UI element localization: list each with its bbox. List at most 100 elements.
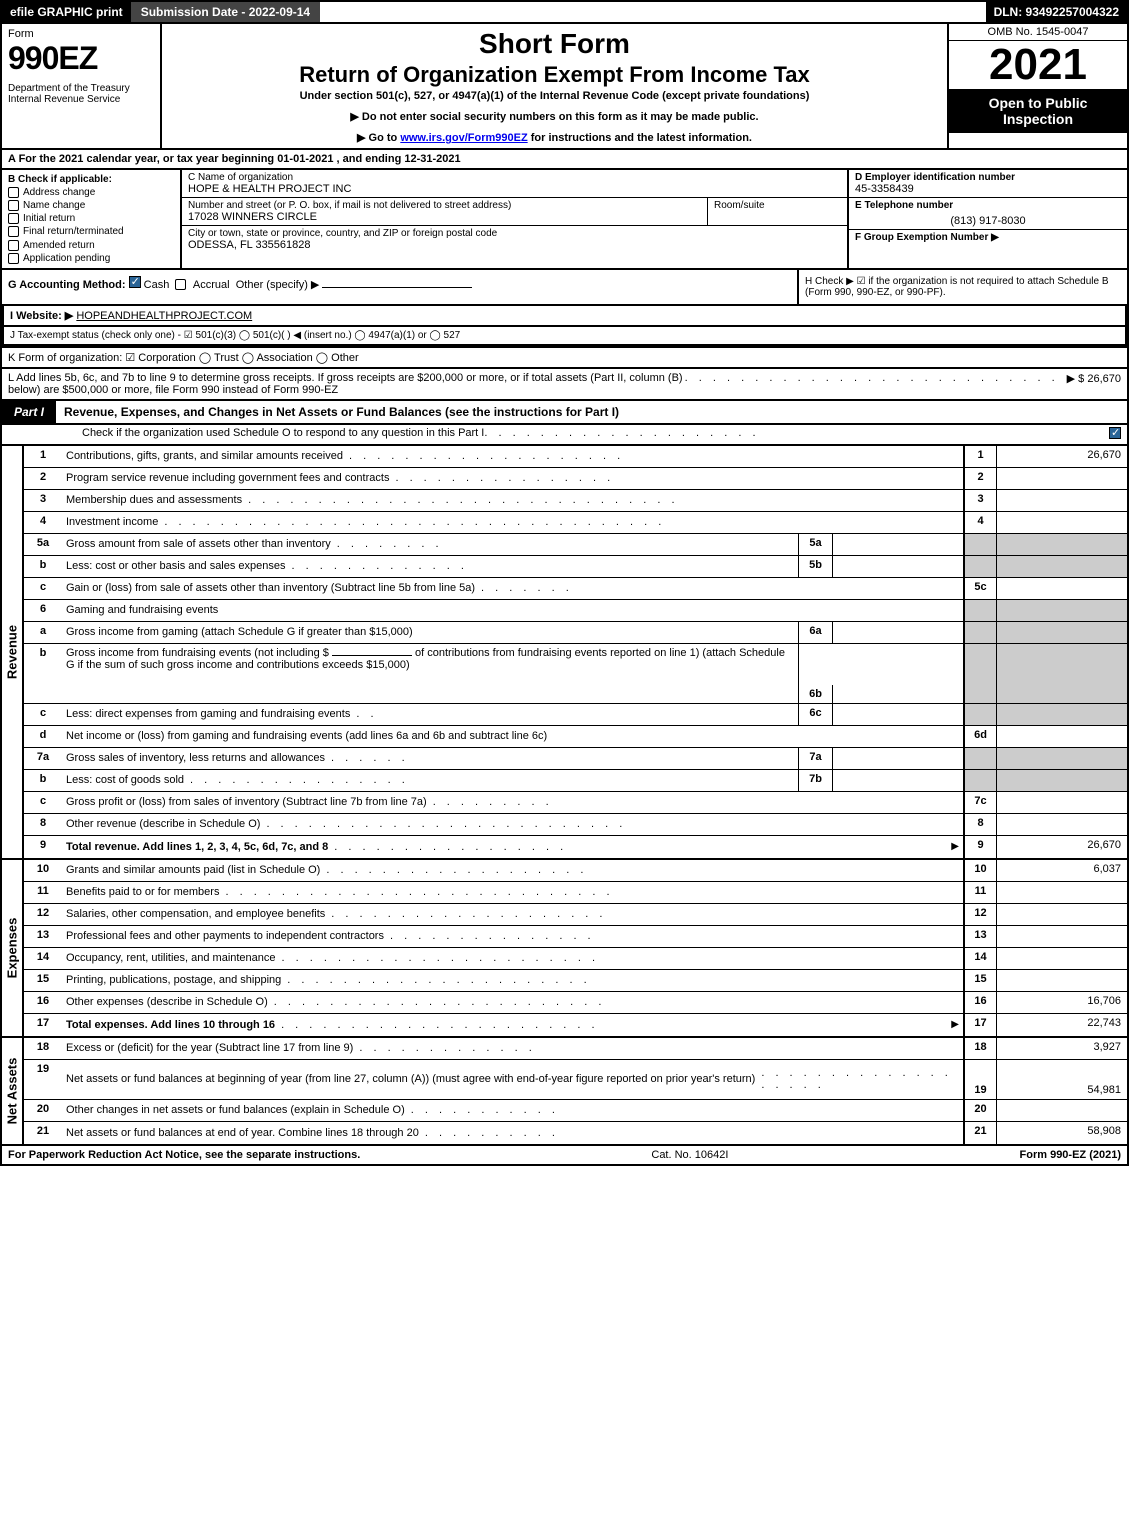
- part1-header: Part I Revenue, Expenses, and Changes in…: [0, 401, 1129, 425]
- netassets-lines: 18 Excess or (deficit) for the year (Sub…: [24, 1038, 1127, 1144]
- section-e: E Telephone number (813) 917-8030: [849, 198, 1127, 230]
- line-9: 9 Total revenue. Add lines 1, 2, 3, 4, 5…: [24, 836, 1127, 858]
- line-6d: d Net income or (loss) from gaming and f…: [24, 726, 1127, 748]
- g-label: G Accounting Method:: [8, 279, 126, 291]
- netassets-block: Net Assets 18 Excess or (deficit) for th…: [0, 1038, 1129, 1146]
- chk-application-pending[interactable]: Application pending: [8, 253, 174, 264]
- col-def: D Employer identification number 45-3358…: [847, 170, 1127, 268]
- line-7b: b Less: cost of goods sold. . . . . . . …: [24, 770, 1127, 792]
- paperwork-notice: For Paperwork Reduction Act Notice, see …: [8, 1149, 360, 1161]
- line-13: 13 Professional fees and other payments …: [24, 926, 1127, 948]
- chk-accrual[interactable]: [175, 279, 186, 290]
- section-b: B Check if applicable: Address change Na…: [2, 170, 182, 268]
- chk-address-change[interactable]: Address change: [8, 187, 174, 198]
- section-c: C Name of organization HOPE & HEALTH PRO…: [182, 170, 847, 268]
- line-a: A For the 2021 calendar year, or tax yea…: [0, 150, 1129, 170]
- city-label: City or town, state or province, country…: [188, 228, 841, 239]
- irs-link[interactable]: www.irs.gov/Form990EZ: [400, 132, 527, 144]
- line-21: 21 Net assets or fund balances at end of…: [24, 1122, 1127, 1144]
- line-6b: b Gross income from fundraising events (…: [24, 644, 1127, 704]
- line-20: 20 Other changes in net assets or fund b…: [24, 1100, 1127, 1122]
- line-7c-value: [997, 792, 1127, 813]
- return-title: Return of Organization Exempt From Incom…: [170, 62, 939, 88]
- submission-date: Submission Date - 2022-09-14: [131, 2, 320, 22]
- section-l: L Add lines 5b, 6c, and 7b to line 9 to …: [0, 369, 1129, 401]
- line-10: 10 Grants and similar amounts paid (list…: [24, 860, 1127, 882]
- line-6a: a Gross income from gaming (attach Sched…: [24, 622, 1127, 644]
- chk-amended-return[interactable]: Amended return: [8, 240, 174, 251]
- expenses-block: Expenses 10 Grants and similar amounts p…: [0, 860, 1129, 1038]
- tax-year: 2021: [949, 41, 1127, 89]
- line-17: 17 Total expenses. Add lines 10 through …: [24, 1014, 1127, 1036]
- line-2-value: [997, 468, 1127, 489]
- line-12: 12 Salaries, other compensation, and emp…: [24, 904, 1127, 926]
- line-5c-value: [997, 578, 1127, 599]
- line-3-value: [997, 490, 1127, 511]
- org-name-label: C Name of organization: [188, 172, 841, 183]
- city-value: ODESSA, FL 335561828: [188, 239, 841, 251]
- line-5b-value: [833, 556, 963, 577]
- org-name-value: HOPE & HEALTH PROJECT INC: [188, 183, 841, 195]
- cat-number: Cat. No. 10642I: [360, 1149, 1019, 1161]
- section-b-header: B Check if applicable:: [8, 174, 174, 185]
- block-bcdef: B Check if applicable: Address change Na…: [0, 170, 1129, 270]
- ein-label: D Employer identification number: [855, 172, 1121, 183]
- dln-label: DLN: 93492257004322: [986, 2, 1127, 22]
- short-form-title: Short Form: [170, 28, 939, 60]
- chk-schedule-o[interactable]: [1109, 427, 1121, 439]
- street-value: 17028 WINNERS CIRCLE: [188, 211, 701, 223]
- form-number: 990EZ: [8, 40, 154, 77]
- line-4: 4 Investment income. . . . . . . . . . .…: [24, 512, 1127, 534]
- line-6: 6 Gaming and fundraising events: [24, 600, 1127, 622]
- instr-goto-post: for instructions and the latest informat…: [528, 132, 752, 144]
- line-18-value: 3,927: [997, 1038, 1127, 1059]
- line-5b: b Less: cost or other basis and sales ex…: [24, 556, 1127, 578]
- city-row: City or town, state or province, country…: [182, 226, 847, 253]
- chk-initial-return[interactable]: Initial return: [8, 213, 174, 224]
- efile-print-label[interactable]: efile GRAPHIC print: [2, 2, 131, 22]
- line-3: 3 Membership dues and assessments. . . .…: [24, 490, 1127, 512]
- section-d: D Employer identification number 45-3358…: [849, 170, 1127, 198]
- header-left: Form 990EZ Department of the Treasury In…: [2, 24, 162, 148]
- street-cell: Number and street (or P. O. box, if mail…: [182, 198, 707, 225]
- line-7a: 7a Gross sales of inventory, less return…: [24, 748, 1127, 770]
- website-value[interactable]: HOPEANDHEALTHPROJECT.COM: [76, 310, 252, 322]
- line-6b-value: [833, 697, 963, 703]
- expenses-lines: 10 Grants and similar amounts paid (list…: [24, 860, 1127, 1036]
- header-right: OMB No. 1545-0047 2021 Open to Public In…: [947, 24, 1127, 148]
- line-6d-value: [997, 726, 1127, 747]
- street-label: Number and street (or P. O. box, if mail…: [188, 200, 701, 211]
- header-mid: Short Form Return of Organization Exempt…: [162, 24, 947, 148]
- chk-name-change[interactable]: Name change: [8, 200, 174, 211]
- line-13-value: [997, 926, 1127, 947]
- form-header: Form 990EZ Department of the Treasury In…: [0, 24, 1129, 150]
- netassets-side-label: Net Assets: [2, 1038, 24, 1144]
- line-11: 11 Benefits paid to or for members. . . …: [24, 882, 1127, 904]
- form-label: Form: [8, 28, 154, 40]
- department-label: Department of the Treasury Internal Reve…: [8, 83, 154, 105]
- line-7c: c Gross profit or (loss) from sales of i…: [24, 792, 1127, 814]
- revenue-block: Revenue 1 Contributions, gifts, grants, …: [0, 446, 1129, 860]
- part1-sub: Check if the organization used Schedule …: [0, 425, 1129, 446]
- chk-cash[interactable]: [129, 276, 141, 288]
- line-9-value: 26,670: [997, 836, 1127, 858]
- line-8-value: [997, 814, 1127, 835]
- omb-number: OMB No. 1545-0047: [949, 24, 1127, 41]
- chk-final-return[interactable]: Final return/terminated: [8, 226, 174, 237]
- line-1-value: 26,670: [997, 446, 1127, 467]
- website-label: I Website: ▶: [10, 310, 73, 322]
- line-15-value: [997, 970, 1127, 991]
- under-section-text: Under section 501(c), 527, or 4947(a)(1)…: [170, 90, 939, 102]
- gh-row: G Accounting Method: Cash Accrual Other …: [0, 270, 1129, 306]
- line-16-value: 16,706: [997, 992, 1127, 1013]
- instr-goto: ▶ Go to www.irs.gov/Form990EZ for instru…: [170, 131, 939, 144]
- line-14-value: [997, 948, 1127, 969]
- part1-label: Part I: [2, 401, 56, 423]
- line-2: 2 Program service revenue including gove…: [24, 468, 1127, 490]
- part1-sub-text: Check if the organization used Schedule …: [82, 427, 484, 442]
- line-5c: c Gain or (loss) from sale of assets oth…: [24, 578, 1127, 600]
- org-name-row: C Name of organization HOPE & HEALTH PRO…: [182, 170, 847, 198]
- line-5a-value: [833, 534, 963, 555]
- line-7b-value: [833, 770, 963, 791]
- line-14: 14 Occupancy, rent, utilities, and maint…: [24, 948, 1127, 970]
